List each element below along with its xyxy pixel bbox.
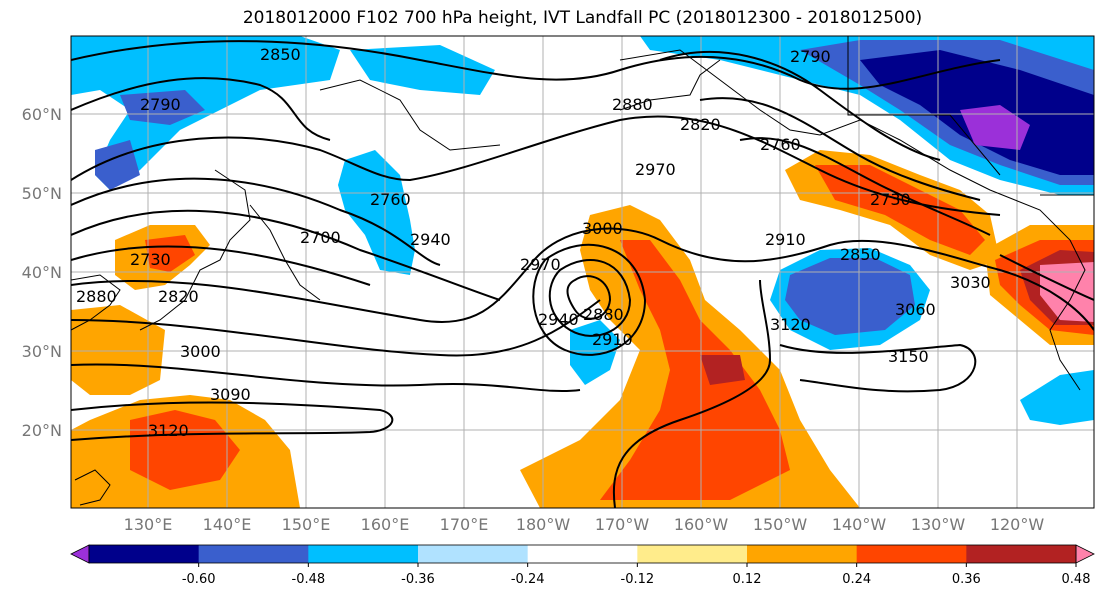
colorbar-outline — [88, 544, 1077, 564]
lon-label: 120°W — [990, 515, 1045, 534]
colorbar-segment — [637, 545, 748, 563]
lon-label: 140°W — [832, 515, 887, 534]
colorbar: -0.60 -0.48 -0.36 -0.24 -0.12 0.12 0.24 0.36 0.4… — [70, 544, 1095, 587]
lon-label: 170°W — [595, 515, 650, 534]
contour-label: 2730 — [130, 250, 171, 269]
colorbar-tick-label: -0.36 — [401, 572, 435, 587]
colorbar-tick-label: -0.12 — [621, 572, 655, 587]
contour-label: 2820 — [158, 287, 199, 306]
height-contours — [71, 40, 1094, 508]
lon-label: 150°E — [282, 515, 331, 534]
contour-label: 2760 — [760, 135, 801, 154]
lat-labels: 20°N 30°N 40°N 50°N 60°N — [22, 105, 62, 440]
lon-label: 150°W — [753, 515, 808, 534]
contour-label: 2790 — [790, 47, 831, 66]
contour-label: 2760 — [370, 190, 411, 209]
lat-label: 30°N — [22, 342, 62, 361]
contour-label: 3150 — [888, 347, 929, 366]
contour-label: 2910 — [765, 230, 806, 249]
contour-label: 3000 — [582, 219, 623, 238]
lon-label: 160°W — [674, 515, 729, 534]
lat-label: 40°N — [22, 263, 62, 282]
colorbar-tick-label: -0.48 — [292, 572, 326, 587]
contour-label: 2940 — [410, 230, 451, 249]
contour-label: 2970 — [635, 160, 676, 179]
contour-label: 2850 — [840, 245, 881, 264]
contour-label: 2880 — [583, 305, 624, 324]
contour-label: 2820 — [680, 115, 721, 134]
colorbar-segment — [308, 545, 419, 563]
colorbar-segment — [198, 545, 309, 563]
contour-label: 3090 — [210, 385, 251, 404]
contour-label: 2850 — [260, 45, 301, 64]
contour-label: 3000 — [180, 342, 221, 361]
colorbar-tick-label: 0.36 — [952, 572, 981, 587]
contour-labels: 2850 2790 2880 2820 2730 2700 2760 2940 … — [76, 45, 991, 440]
colorbar-segment — [527, 545, 638, 563]
contour-label: 3030 — [950, 273, 991, 292]
colorbar-tick-label: 0.48 — [1062, 572, 1091, 587]
contour-label: 2880 — [612, 95, 653, 114]
contour-label: 2790 — [140, 95, 181, 114]
contour-label: 3060 — [895, 300, 936, 319]
colorbar-tick-label: 0.12 — [733, 572, 762, 587]
colorbar-tick-label: -0.24 — [511, 572, 545, 587]
lon-label: 130°W — [911, 515, 966, 534]
contour-label: 2970 — [520, 255, 561, 274]
lon-label: 140°E — [203, 515, 252, 534]
contour-label: 2880 — [76, 287, 117, 306]
map-panel: 2850 2790 2880 2820 2730 2700 2760 2940 … — [71, 36, 1094, 508]
lon-label: 130°E — [124, 515, 173, 534]
map-border — [70, 35, 1095, 509]
figure-title: 2018012000 F102 700 hPa height, IVT Land… — [242, 8, 923, 28]
colorbar-segment — [966, 545, 1077, 563]
ivt-shading — [71, 36, 1094, 508]
colorbar-tick-label: -0.60 — [182, 572, 216, 587]
contour-label: 2730 — [870, 190, 911, 209]
contour-label: 2910 — [592, 330, 633, 349]
colorbar-segment — [418, 545, 529, 563]
colorbar-segment — [856, 545, 967, 563]
lat-label: 50°N — [22, 184, 62, 203]
contour-label: 2700 — [300, 228, 341, 247]
colorbar-extend-high — [1075, 544, 1095, 564]
lat-label: 60°N — [22, 105, 62, 124]
lat-label: 20°N — [22, 421, 62, 440]
contour-label: 3120 — [770, 315, 811, 334]
lon-label: 180°W — [516, 515, 571, 534]
colorbar-tick-label: 0.24 — [842, 572, 871, 587]
contour-label: 2940 — [538, 310, 579, 329]
lon-labels: 130°E 140°E 150°E 160°E 170°E 180°W 170°… — [124, 515, 1045, 534]
lon-label: 170°E — [440, 515, 489, 534]
contour-label: 3120 — [148, 421, 189, 440]
colorbar-segment — [747, 545, 858, 563]
colorbar-segment — [89, 545, 200, 563]
lon-label: 160°E — [361, 515, 410, 534]
gridlines — [71, 36, 1094, 508]
colorbar-extend-low — [70, 544, 90, 564]
